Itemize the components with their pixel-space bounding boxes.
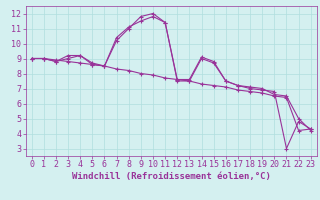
X-axis label: Windchill (Refroidissement éolien,°C): Windchill (Refroidissement éolien,°C) [72,172,271,181]
